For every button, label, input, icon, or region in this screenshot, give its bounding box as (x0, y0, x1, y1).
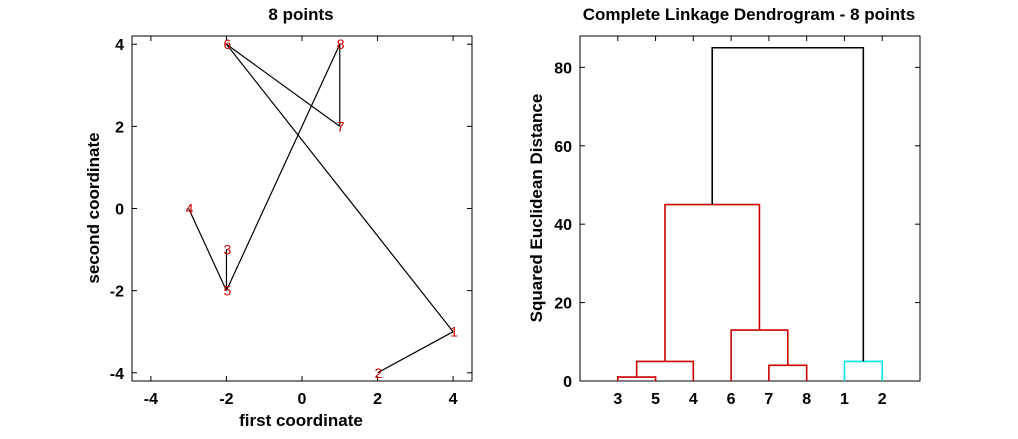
scatter-ytick-label: -2 (110, 284, 124, 301)
scatter-panel: 8 points -4 -2 0 2 4 -4 -2 0 2 4 1 2 3 4 5 6 7 8 first c… (84, 5, 473, 430)
scatter-point-1: 1 (450, 324, 458, 340)
scatter-point-6: 6 (223, 36, 231, 52)
dendrogram-leaf-label-6: 6 (727, 391, 736, 408)
scatter-ylabel: second coordinate (84, 132, 103, 283)
scatter-ytick-label: 4 (115, 37, 124, 54)
dendrogram-leaf-label-4: 4 (689, 391, 698, 408)
scatter-path-segment (377, 331, 454, 374)
dendrogram-link-cA (664, 203, 761, 362)
dendrogram-link-c678 (730, 329, 789, 381)
scatter-ticks: -4 -2 0 2 4 -4 -2 0 2 4 (110, 36, 472, 408)
dendrogram-link-c12 (843, 360, 884, 381)
scatter-path-segment (226, 43, 341, 127)
scatter-ytick-label: 2 (115, 119, 124, 136)
scatter-point-2: 2 (375, 365, 383, 381)
scatter-point-labels: 1 2 3 4 5 6 7 8 (186, 36, 458, 381)
dendrogram-leaf-label-1: 1 (840, 391, 849, 408)
scatter-point-4: 4 (186, 201, 194, 217)
scatter-axes-box (131, 35, 473, 382)
scatter-path-segment (188, 208, 227, 291)
scatter-xtick-label: 2 (373, 391, 382, 408)
scatter-title: 8 points (268, 5, 333, 24)
scatter-xlabel: first coordinate (239, 411, 363, 430)
scatter-point-8: 8 (337, 36, 345, 52)
dendrogram-axes-box (579, 35, 921, 382)
scatter-path-segment (225, 43, 454, 333)
dendrogram-title: Complete Linkage Dendrogram - 8 points (583, 5, 916, 24)
scatter-path-segment (225, 43, 341, 291)
dendrogram-ytick-label: 0 (563, 374, 572, 391)
dendrogram-leaf-label-8: 8 (802, 391, 811, 408)
dendrogram-leaf-label-2: 2 (878, 391, 887, 408)
dendrogram-leaf-label-5: 5 (651, 391, 660, 408)
dendrogram-ticks: 0 20 40 60 80 3 5 4 6 7 8 1 2 (554, 36, 920, 408)
scatter-xtick-label: -4 (144, 391, 158, 408)
scatter-ytick-label: -4 (110, 366, 124, 383)
dendrogram-ytick-label: 40 (554, 217, 572, 234)
dendrogram-links (616, 46, 884, 381)
dendrogram-link-c35 (616, 376, 657, 381)
dendrogram-ytick-label: 60 (554, 139, 572, 156)
dendrogram-leaf-label-7: 7 (764, 391, 773, 408)
dendrogram-ytick-label: 20 (554, 296, 572, 313)
dendrogram-link-c354 (635, 360, 695, 381)
scatter-xtick-label: 0 (298, 391, 307, 408)
scatter-xtick-label: 4 (449, 391, 458, 408)
dendrogram-ylabel: Squared Euclidean Distance (527, 94, 546, 323)
dendrogram-leaf-label-3: 3 (613, 391, 622, 408)
dendrogram-link-c78 (768, 364, 808, 381)
scatter-point-7: 7 (337, 118, 345, 134)
dendrogram-panel: Complete Linkage Dendrogram - 8 points 0… (527, 5, 921, 408)
scatter-ytick-label: 0 (115, 202, 124, 219)
scatter-path (188, 43, 454, 374)
scatter-point-5: 5 (223, 283, 231, 299)
scatter-xtick-label: -2 (219, 391, 233, 408)
dendrogram-ytick-label: 80 (554, 60, 572, 77)
dendrogram-link-root (711, 46, 865, 362)
scatter-point-3: 3 (223, 242, 231, 258)
